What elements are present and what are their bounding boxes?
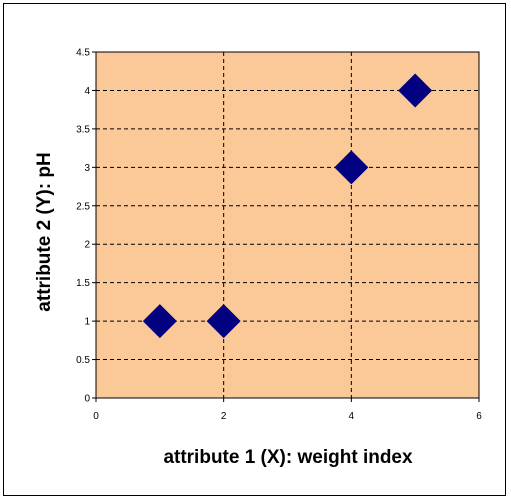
y-axis-title: attribute 2 (Y): pH [34,152,55,311]
x-tick-label: 6 [476,411,482,422]
y-tick-label: 0 [84,394,90,405]
y-tick-label: 3 [84,163,90,174]
x-axis-title: attribute 1 (X): weight index [163,447,413,468]
plot-area [95,51,480,399]
y-tick-label: 1 [84,317,90,328]
y-tick-label: 0.5 [76,355,90,366]
data-point-marker [206,304,241,339]
x-tick-label: 0 [93,411,99,422]
x-tick-label: 2 [221,411,227,422]
tick-labels: 0 0.5 1 1.5 2 2.5 3 3.5 4 4.5 0 2 4 6 [76,48,482,423]
y-tick-label: 4 [84,86,90,97]
data-point-marker [334,150,369,185]
axes [92,51,480,402]
y-tick-label: 2 [84,240,90,251]
x-tick-label: 4 [349,411,355,422]
data-point-marker [398,73,433,108]
y-tick-label: 1.5 [76,278,90,289]
y-tick-label: 3.5 [76,124,90,135]
data-points [142,73,433,339]
data-point-marker [142,304,177,339]
y-tick-label: 4.5 [76,48,90,59]
y-tick-label: 2.5 [76,201,90,212]
